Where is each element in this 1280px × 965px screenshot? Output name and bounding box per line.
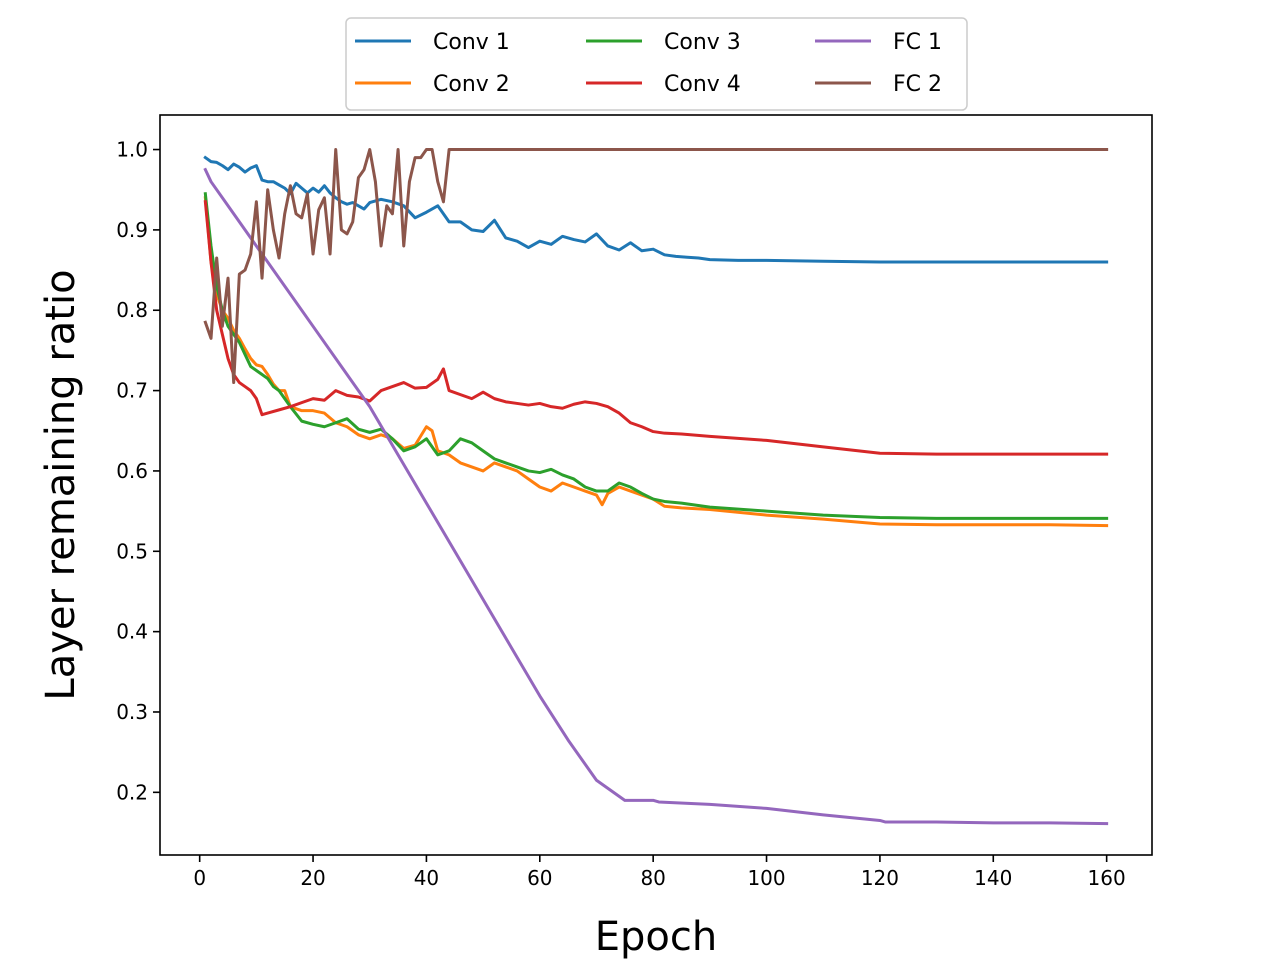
y-axis-ticks: 0.2 0.3 0.4 0.5 0.6 0.7 0.8 0.9 1.0 <box>116 138 160 804</box>
y-tick-label: 0.2 <box>116 780 148 804</box>
x-tick-label: 40 <box>414 866 439 890</box>
legend-label-conv-1: Conv 1 <box>433 30 510 55</box>
x-tick-label: 100 <box>747 866 785 890</box>
x-tick-label: 140 <box>974 866 1012 890</box>
x-tick-label: 160 <box>1088 866 1126 890</box>
y-tick-label: 0.7 <box>116 379 148 403</box>
legend-label-fc-2: FC 2 <box>893 72 942 97</box>
x-axis-title: Epoch <box>595 914 717 960</box>
legend-frame <box>345 17 968 111</box>
series-line-conv-3 <box>203 192 1109 520</box>
y-tick-label: 1.0 <box>116 138 148 162</box>
y-tick-label: 0.6 <box>116 459 148 483</box>
y-tick-label: 0.5 <box>116 539 148 563</box>
legend: Conv 1 Conv 2 Conv 3 Conv 4 FC 1 FC 2 <box>345 17 968 111</box>
x-tick-label: 80 <box>640 866 665 890</box>
series-line-fc-2 <box>203 148 1109 385</box>
plot-frame <box>159 114 1153 856</box>
x-tick-label: 20 <box>300 866 325 890</box>
series-layer <box>203 148 1109 826</box>
series-line-fc-1 <box>203 167 1109 826</box>
legend-label-conv-3: Conv 3 <box>664 30 741 55</box>
y-tick-label: 0.9 <box>116 218 148 242</box>
y-tick-label: 0.3 <box>116 700 148 724</box>
x-axis-ticks: 0 20 40 60 80 100 120 140 160 <box>193 855 1126 890</box>
series-line-conv-1 <box>203 155 1109 264</box>
x-tick-label: 0 <box>193 866 206 890</box>
y-tick-label: 0.4 <box>116 620 148 644</box>
x-tick-label: 120 <box>861 866 899 890</box>
y-axis-title: Layer remaining ratio <box>38 269 84 700</box>
legend-label-conv-2: Conv 2 <box>433 72 510 97</box>
y-tick-label: 0.8 <box>116 298 148 322</box>
legend-label-fc-1: FC 1 <box>893 30 942 55</box>
legend-label-conv-4: Conv 4 <box>664 72 741 97</box>
series-line-conv-4 <box>203 200 1109 456</box>
x-tick-label: 60 <box>527 866 552 890</box>
